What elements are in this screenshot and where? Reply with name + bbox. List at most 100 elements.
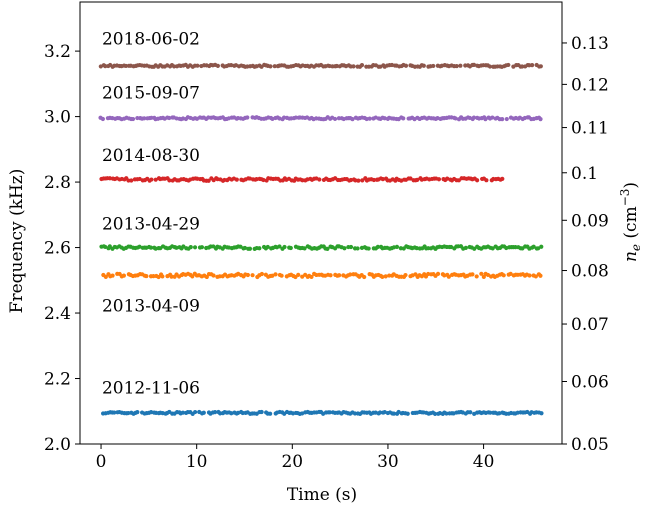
data-point: [432, 411, 438, 416]
data-point: [382, 116, 387, 121]
data-point: [506, 62, 511, 68]
right-y-tick-label: 0.06: [571, 373, 609, 393]
data-point: [126, 410, 131, 416]
data-point: [153, 177, 158, 182]
data-point: [531, 244, 536, 249]
data-point: [530, 62, 535, 68]
data-point: [234, 177, 239, 182]
x-tick-label: 10: [186, 452, 208, 472]
data-point: [371, 177, 376, 183]
y-tick-label: 2.0: [44, 435, 71, 455]
series-2013-04-09: [101, 271, 543, 280]
data-point: [327, 410, 332, 415]
data-point: [325, 246, 330, 251]
data-point: [508, 271, 513, 276]
series-label-2013-04-29: 2013-04-29: [102, 215, 200, 235]
data-point: [103, 244, 108, 250]
data-point: [144, 273, 149, 279]
data-point: [142, 116, 147, 121]
data-point: [538, 64, 543, 69]
data-point: [538, 117, 543, 122]
data-point: [387, 273, 392, 278]
data-point: [348, 272, 353, 277]
data-point: [268, 411, 273, 416]
data-point: [355, 246, 360, 251]
series-2014-08-30: [99, 176, 505, 183]
right-y-axis-label-unit-close: ): [621, 182, 641, 189]
data-point: [129, 178, 134, 183]
data-point: [383, 274, 388, 279]
data-point: [342, 246, 347, 251]
data-point: [130, 116, 136, 122]
data-point: [254, 177, 259, 182]
data-point: [332, 116, 338, 122]
data-point: [296, 272, 301, 277]
right-y-tick-label: 0.08: [571, 262, 609, 282]
data-point: [359, 62, 365, 68]
data-point: [272, 64, 277, 69]
data-point: [302, 246, 307, 251]
data-point: [167, 178, 172, 183]
x-tick-label: 20: [281, 452, 303, 472]
data-point: [468, 410, 473, 415]
data-point: [309, 274, 314, 280]
data-point: [242, 245, 248, 251]
data-point: [463, 245, 468, 251]
right-y-tick-label: 0.1: [571, 164, 598, 184]
data-point: [484, 178, 489, 183]
plot-frame: [79, 1, 563, 445]
x-tick-label: 30: [377, 452, 399, 472]
data-point: [488, 410, 493, 415]
data-point: [212, 410, 218, 415]
x-tick-label: 0: [96, 452, 107, 472]
data-point: [471, 62, 477, 68]
data-point: [257, 246, 262, 251]
x-axis-label: Time (s): [287, 485, 357, 505]
data-point: [148, 245, 154, 250]
data-point: [533, 274, 538, 279]
data-point: [475, 178, 480, 183]
y-tick-label: 2.4: [44, 304, 71, 324]
series-label-2012-11-06: 2012-11-06: [102, 378, 200, 398]
data-point: [265, 244, 270, 250]
data-point: [474, 274, 479, 279]
right-y-tick-label: 0.09: [571, 211, 609, 231]
data-point: [245, 272, 250, 278]
data-point: [471, 115, 477, 120]
data-point: [180, 410, 186, 415]
data-point: [279, 273, 284, 278]
data-point: [270, 273, 275, 278]
y-tick-label: 3.0: [44, 108, 71, 128]
data-point: [201, 410, 206, 415]
data-point: [215, 63, 220, 68]
data-point: [394, 244, 400, 249]
data-point: [538, 273, 543, 278]
data-point: [360, 178, 365, 183]
data-point: [103, 274, 108, 279]
data-point: [500, 117, 505, 122]
data-point: [112, 410, 117, 415]
data-point: [204, 274, 209, 280]
data-point: [520, 64, 525, 69]
data-point: [490, 115, 495, 120]
series-label-2014-08-30: 2014-08-30: [102, 146, 200, 166]
y-tick-label: 3.2: [44, 42, 71, 62]
data-point: [367, 116, 372, 121]
right-y-axis-label-unit-open: (cm: [621, 206, 641, 244]
data-point: [377, 410, 383, 415]
data-point: [277, 244, 282, 249]
data-point: [167, 115, 172, 121]
data-point: [487, 64, 493, 69]
data-point: [479, 271, 484, 276]
right-y-axis-label-sub: e: [629, 244, 643, 251]
data-point: [444, 411, 449, 416]
data-point: [350, 116, 355, 122]
data-point: [100, 116, 105, 122]
series-2012-11-06: [100, 409, 544, 416]
data-point: [188, 245, 193, 250]
data-point: [405, 411, 410, 416]
axes-layer: 0 10 20 30 40 2.0 2.2 2.4 2.6 2.8 3.0 3.2 0.05 0.06 0.…: [44, 1, 609, 472]
data-point: [445, 176, 450, 181]
data-point: [470, 272, 475, 277]
